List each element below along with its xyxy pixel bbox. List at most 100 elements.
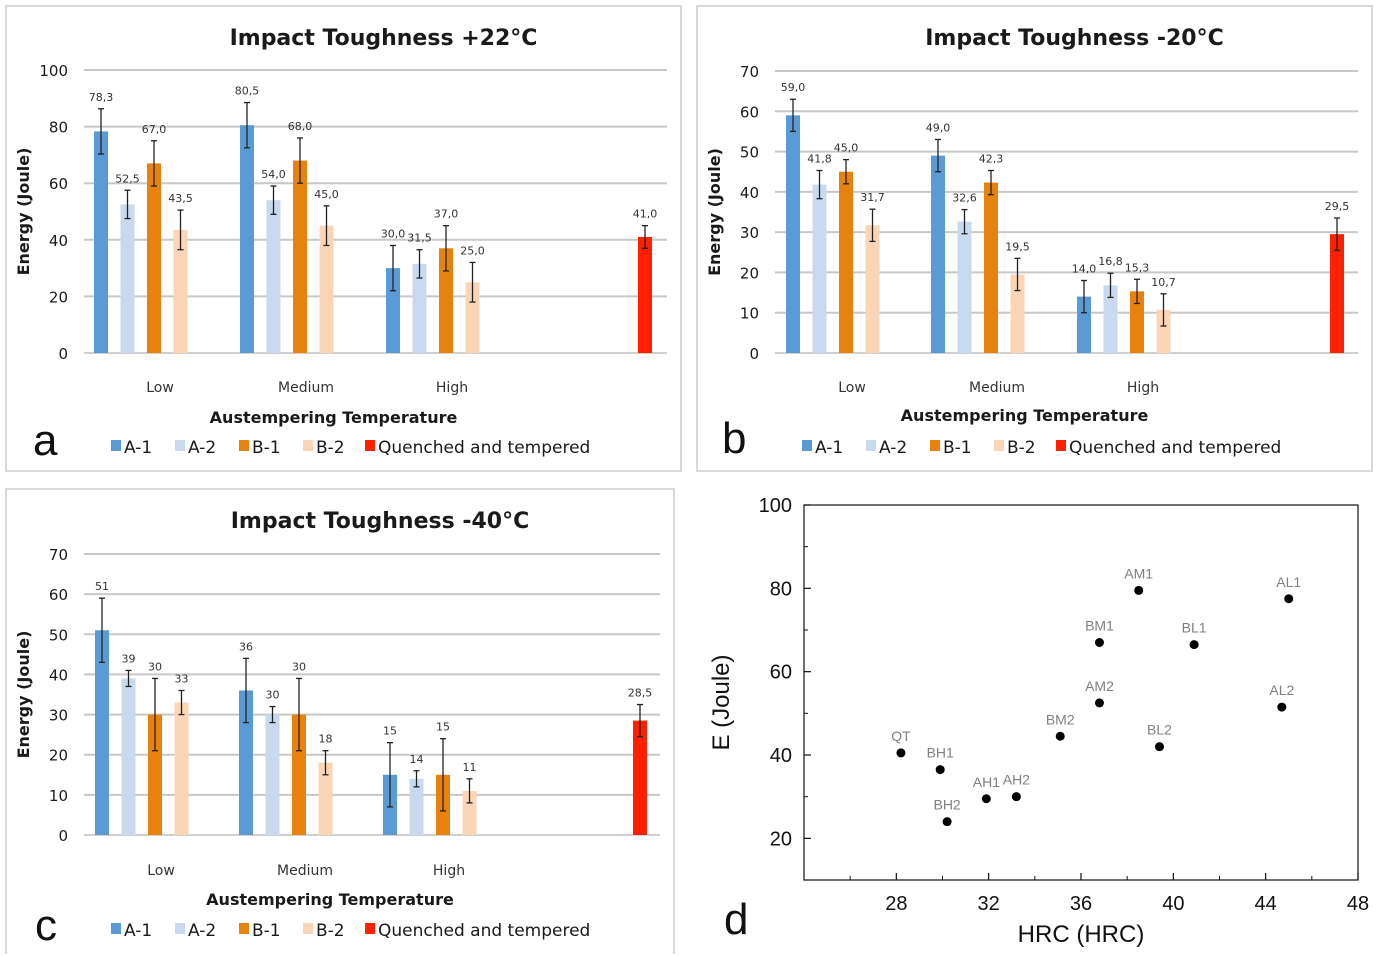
y-tick-label: 20 xyxy=(49,288,68,306)
bar xyxy=(240,125,254,353)
panel-a-bar-chart: Impact Toughness +22°C 0 20 40 60 80 100 Low 78,… xyxy=(5,5,682,472)
legend-swatch xyxy=(303,923,313,934)
legend-label: B-1 xyxy=(252,921,281,941)
y-tick-label: 40 xyxy=(49,666,68,684)
bar xyxy=(121,678,136,835)
legend-swatch xyxy=(994,440,1004,451)
point-label: BH2 xyxy=(933,797,960,813)
data-label: 33 xyxy=(175,672,189,685)
panel-letter: d xyxy=(724,895,748,944)
bar xyxy=(174,702,189,835)
bar xyxy=(239,690,253,835)
chart-c-svg: Impact Toughness -40°C 0 10 20 30 40 50 60 70 Low… xyxy=(14,509,660,950)
x-axis-title: Austempering Temperature xyxy=(210,408,458,427)
legend-label: A-1 xyxy=(124,921,152,941)
legend-label: B-1 xyxy=(943,438,972,458)
legend-label: A-2 xyxy=(188,438,216,458)
x-tick-label: 44 xyxy=(1255,893,1277,915)
scatter-point xyxy=(1134,585,1144,595)
data-label: 36 xyxy=(239,640,253,653)
scatter-point xyxy=(935,765,945,775)
y-tick-label: 100 xyxy=(39,62,68,80)
legend-label: A-1 xyxy=(124,438,152,458)
reference-bar xyxy=(1330,234,1344,353)
scatter-point xyxy=(1154,742,1164,752)
y-tick-label: 80 xyxy=(770,578,792,600)
bar xyxy=(957,221,972,353)
data-label: 78,3 xyxy=(89,91,114,104)
bar xyxy=(120,204,135,353)
data-label: 49,0 xyxy=(926,121,951,134)
panel-letter: a xyxy=(33,416,58,465)
data-label: 54,0 xyxy=(261,168,286,181)
legend-label: A-1 xyxy=(815,438,843,458)
category-label: High xyxy=(433,863,465,879)
x-axis-title: HRC (HRC) xyxy=(1018,921,1145,948)
data-label: 30 xyxy=(292,660,306,673)
bar xyxy=(293,160,307,353)
bar xyxy=(462,790,477,835)
bar xyxy=(1156,309,1171,353)
data-label: 31,7 xyxy=(860,191,885,204)
legend-swatch xyxy=(365,440,375,451)
scatter-point xyxy=(1094,638,1104,647)
bar xyxy=(931,155,945,353)
scatter-point xyxy=(1277,702,1287,712)
data-label: 41,0 xyxy=(633,208,658,221)
data-label: 18 xyxy=(319,733,333,746)
scatter-point xyxy=(1055,731,1065,741)
bar xyxy=(266,200,281,353)
data-label: 30,0 xyxy=(381,227,406,240)
y-tick-label: 40 xyxy=(49,232,68,250)
bar xyxy=(1077,296,1091,353)
data-label: 11 xyxy=(463,761,477,774)
x-axis-title: Austempering Temperature xyxy=(901,406,1149,425)
legend-swatch xyxy=(175,923,185,934)
point-label: AM2 xyxy=(1085,678,1114,694)
data-label: 28,5 xyxy=(628,687,653,700)
scatter-point xyxy=(1284,594,1294,604)
y-tick-label: 60 xyxy=(49,586,68,604)
chart-b-svg: Impact Toughness -20°C 0 10 20 30 40 50 60 70 Low… xyxy=(705,26,1358,463)
point-label: BL2 xyxy=(1147,722,1172,738)
y-tick-label: 0 xyxy=(58,345,68,363)
y-axis-title: Energy (Joule) xyxy=(14,148,33,276)
data-label: 59,0 xyxy=(781,81,806,94)
bar xyxy=(318,762,333,835)
data-label: 25,0 xyxy=(460,244,485,257)
x-tick-label: 48 xyxy=(1347,893,1369,915)
data-label: 39 xyxy=(122,652,136,665)
data-label: 68,0 xyxy=(288,120,313,133)
bar xyxy=(786,115,800,353)
bar xyxy=(148,714,162,835)
point-label: AL1 xyxy=(1276,574,1301,590)
point-label: BM1 xyxy=(1085,618,1114,634)
x-axis-title: Austempering Temperature xyxy=(206,890,454,909)
y-tick-label: 60 xyxy=(740,103,759,121)
data-label: 10,7 xyxy=(1151,276,1176,289)
point-label: QT xyxy=(891,728,911,744)
point-label: AL2 xyxy=(1269,682,1294,698)
data-label: 15 xyxy=(383,725,397,738)
panel-c-bar-chart: Impact Toughness -40°C 0 10 20 30 40 50 60 70 Low… xyxy=(5,488,675,954)
data-label: 15,3 xyxy=(1125,261,1150,274)
y-tick-label: 0 xyxy=(749,345,759,363)
category-label: Low xyxy=(146,380,174,396)
data-label: 16,8 xyxy=(1098,255,1123,268)
data-label: 14,0 xyxy=(1072,262,1097,275)
y-axis-title: Energy (Joule) xyxy=(14,631,33,759)
y-tick-label: 60 xyxy=(49,175,68,193)
legend-swatch xyxy=(866,440,876,451)
category-label: High xyxy=(436,380,468,396)
bar xyxy=(147,163,161,353)
data-label: 15 xyxy=(436,721,450,734)
x-tick-label: 40 xyxy=(1162,893,1184,915)
point-label: AH1 xyxy=(973,774,1000,790)
y-tick-label: 80 xyxy=(49,119,68,137)
category-label: Medium xyxy=(277,863,333,879)
bar xyxy=(1010,274,1025,353)
bar xyxy=(839,171,853,353)
bar xyxy=(319,225,334,353)
category-label: Medium xyxy=(969,380,1025,396)
legend-label: Quenched and tempered xyxy=(378,438,590,458)
